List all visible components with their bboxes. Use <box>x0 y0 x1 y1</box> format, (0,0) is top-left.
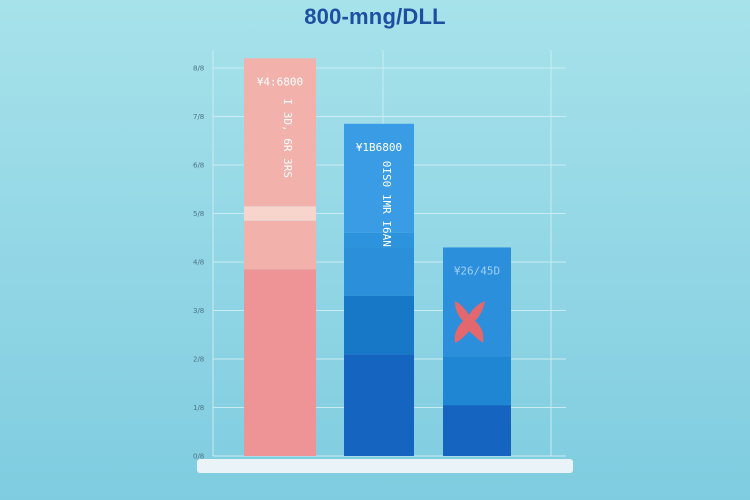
bar-value-label: ¥26/45D <box>454 264 500 277</box>
bar-value-label: ¥1B6800 <box>356 141 402 154</box>
bar-value-label: ¥4:6800 <box>257 75 303 88</box>
y-tick-label: 3/8 <box>193 307 204 315</box>
bar-segment <box>244 220 316 270</box>
y-tick-label: 2/8 <box>193 356 204 364</box>
bar-segment <box>344 354 414 456</box>
bar-segment <box>244 58 316 207</box>
bar-labels-layer: ¥4:6800 ¥1B6800 ¥26/45D I 3D, 6R 3RS 0IS0 1M… <box>257 75 500 343</box>
bar-segment <box>443 247 511 357</box>
bar-segment <box>443 356 511 406</box>
chart-title: 800-mng/DLL <box>304 4 446 29</box>
bar-segment <box>244 269 316 456</box>
bar-vertical-label: I 3D, 6R 3RS <box>281 99 294 178</box>
bar-vertical-label: 0IS0 1MR I6AN <box>380 161 393 247</box>
bar-segment <box>443 405 511 456</box>
y-tick-label: 8/8 <box>193 65 204 73</box>
bars-layer <box>244 58 511 456</box>
y-tick-label: 6/8 <box>193 162 204 170</box>
y-tick-label: 1/8 <box>193 404 204 412</box>
chart-baseline-panel <box>197 459 573 473</box>
y-tick-label: 7/8 <box>193 113 204 121</box>
y-axis-ticks: 0/8 1/8 2/8 3/8 4/8 5/8 6/8 7/8 8/8 <box>193 65 204 461</box>
y-tick-label: 5/8 <box>193 210 204 218</box>
marker-icon <box>454 301 485 343</box>
bar-segment <box>244 206 316 221</box>
bar-segment <box>344 123 414 233</box>
bar-segment <box>344 232 414 248</box>
bar <box>244 58 316 456</box>
y-tick-label: 4/8 <box>193 259 204 267</box>
bar <box>344 123 414 456</box>
y-tick-label: 0/8 <box>193 453 204 461</box>
bar <box>443 247 511 456</box>
bar-segment <box>344 295 414 355</box>
bar-segment <box>344 247 414 296</box>
